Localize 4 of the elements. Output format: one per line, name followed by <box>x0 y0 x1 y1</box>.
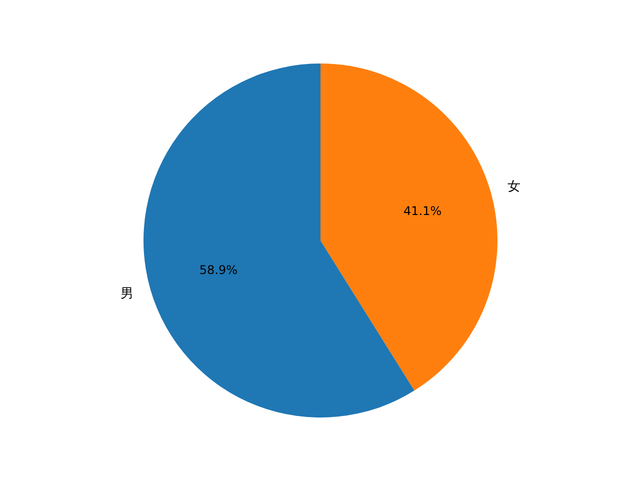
slice-label: 女 <box>508 179 521 194</box>
slice-label: 男 <box>120 286 134 302</box>
data-label: 41.1% <box>404 204 442 218</box>
data-label: 58.9% <box>199 262 238 277</box>
